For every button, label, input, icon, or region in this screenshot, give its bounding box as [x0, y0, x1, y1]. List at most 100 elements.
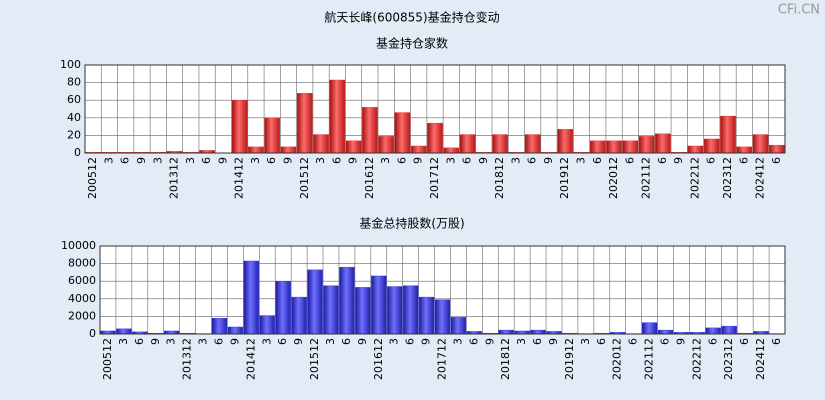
x-tick-label: 202212: [690, 338, 703, 380]
x-tick-label: 202212: [688, 157, 701, 199]
x-tick-label: 201612: [372, 338, 385, 380]
x-tick-label: 202412: [754, 338, 767, 380]
x-tick-label: 202112: [643, 338, 656, 380]
bar: [243, 260, 259, 335]
x-tick-label: 6: [200, 157, 213, 164]
watermark: CFi.CN: [778, 3, 820, 18]
bar: [459, 134, 476, 154]
x-tick-label: 9: [135, 157, 148, 164]
x-tick-label: 6: [627, 338, 640, 345]
x-tick-label: 9: [672, 157, 685, 164]
bar: [434, 299, 451, 335]
x-tick-label: 6: [737, 157, 750, 164]
x-tick-label: 201512: [298, 157, 311, 199]
y-tick-label: 0: [89, 327, 96, 340]
x-tick-label: 3: [314, 157, 327, 164]
bar: [769, 144, 785, 154]
x-tick-label: 6: [770, 338, 783, 345]
x-tick-label: 3: [379, 157, 392, 164]
y-tick-label: 4000: [68, 292, 96, 305]
y-tick-label: 20: [67, 128, 81, 141]
x-tick-label: 201312: [168, 157, 181, 199]
bar: [705, 327, 721, 335]
x-tick-label: 9: [412, 157, 425, 164]
x-tick-label: 3: [165, 338, 178, 345]
x-tick-label: 3: [151, 157, 164, 164]
x-tick-label: 201712: [436, 338, 449, 380]
x-tick-label: 9: [547, 338, 560, 345]
x-tick-label: 3: [575, 157, 588, 164]
x-tick-label: 201312: [181, 338, 194, 380]
bar: [211, 318, 228, 335]
x-tick-label: 202112: [640, 157, 653, 199]
x-tick-label: 201412: [244, 338, 257, 380]
x-tick-label: 3: [260, 338, 273, 345]
x-tick-label: 9: [356, 338, 369, 345]
bar: [655, 133, 671, 154]
x-tick-label: 6: [706, 338, 719, 345]
page-title: 航天长峰(600855)基金持仓变动: [324, 10, 499, 25]
x-tick-label: 3: [184, 157, 197, 164]
x-tick-label: 201812: [499, 338, 512, 380]
bar: [394, 112, 411, 154]
x-tick-label: 9: [292, 338, 305, 345]
x-tick-label: 202012: [611, 338, 624, 380]
y-tick-label: 2000: [68, 309, 96, 322]
x-tick-label: 201912: [558, 157, 571, 199]
x-tick-label: 3: [324, 338, 337, 345]
bar: [427, 122, 443, 154]
bar: [752, 134, 769, 154]
x-tick-label: 201912: [563, 338, 576, 380]
x-tick-label: 6: [656, 157, 669, 164]
x-tick-label: 201812: [493, 157, 506, 199]
y-tick-label: 0: [74, 146, 81, 159]
x-tick-label: 6: [212, 338, 225, 345]
bar: [275, 281, 291, 335]
bar: [498, 329, 514, 335]
bar: [589, 140, 606, 154]
y-tick-label: 40: [67, 111, 81, 124]
x-tick-label: 6: [623, 157, 636, 164]
x-tick-label: 6: [404, 338, 417, 345]
bar: [443, 147, 460, 154]
bar: [530, 329, 546, 335]
y-tick-label: 8000: [68, 257, 96, 270]
x-tick-label: 202312: [721, 157, 734, 199]
bar: [371, 275, 387, 335]
bar: [329, 79, 346, 154]
bar: [231, 100, 248, 154]
x-tick-label: 9: [477, 157, 490, 164]
bar: [403, 285, 419, 335]
x-tick-label: 9: [149, 338, 162, 345]
bar: [703, 138, 720, 154]
bar: [307, 269, 323, 335]
chart-subtitle: 基金总持股数(万股): [359, 216, 464, 231]
x-tick-label: 9: [542, 157, 555, 164]
bar: [296, 93, 313, 154]
x-tick-label: 3: [197, 338, 210, 345]
x-tick-label: 201512: [308, 338, 321, 380]
x-tick-label: 201712: [428, 157, 441, 199]
bar: [227, 326, 244, 335]
x-tick-label: 6: [526, 157, 539, 164]
chart-subtitle: 基金持仓家数: [376, 36, 448, 51]
x-tick-label: 9: [216, 157, 229, 164]
bar: [339, 266, 355, 335]
x-tick-label: 9: [347, 157, 360, 164]
x-tick-label: 202012: [607, 157, 620, 199]
bar: [280, 146, 297, 154]
x-tick-label: 3: [117, 338, 130, 345]
x-tick-label: 6: [531, 338, 544, 345]
bar: [641, 322, 658, 335]
y-tick-label: 60: [67, 93, 81, 106]
x-tick-label: 9: [281, 157, 294, 164]
x-tick-label: 3: [579, 338, 592, 345]
x-tick-label: 6: [705, 157, 718, 164]
bar: [638, 136, 655, 154]
x-tick-label: 200512: [101, 338, 114, 380]
bar: [557, 129, 574, 154]
x-tick-label: 6: [340, 338, 353, 345]
bar: [313, 134, 329, 154]
bar: [418, 296, 435, 335]
